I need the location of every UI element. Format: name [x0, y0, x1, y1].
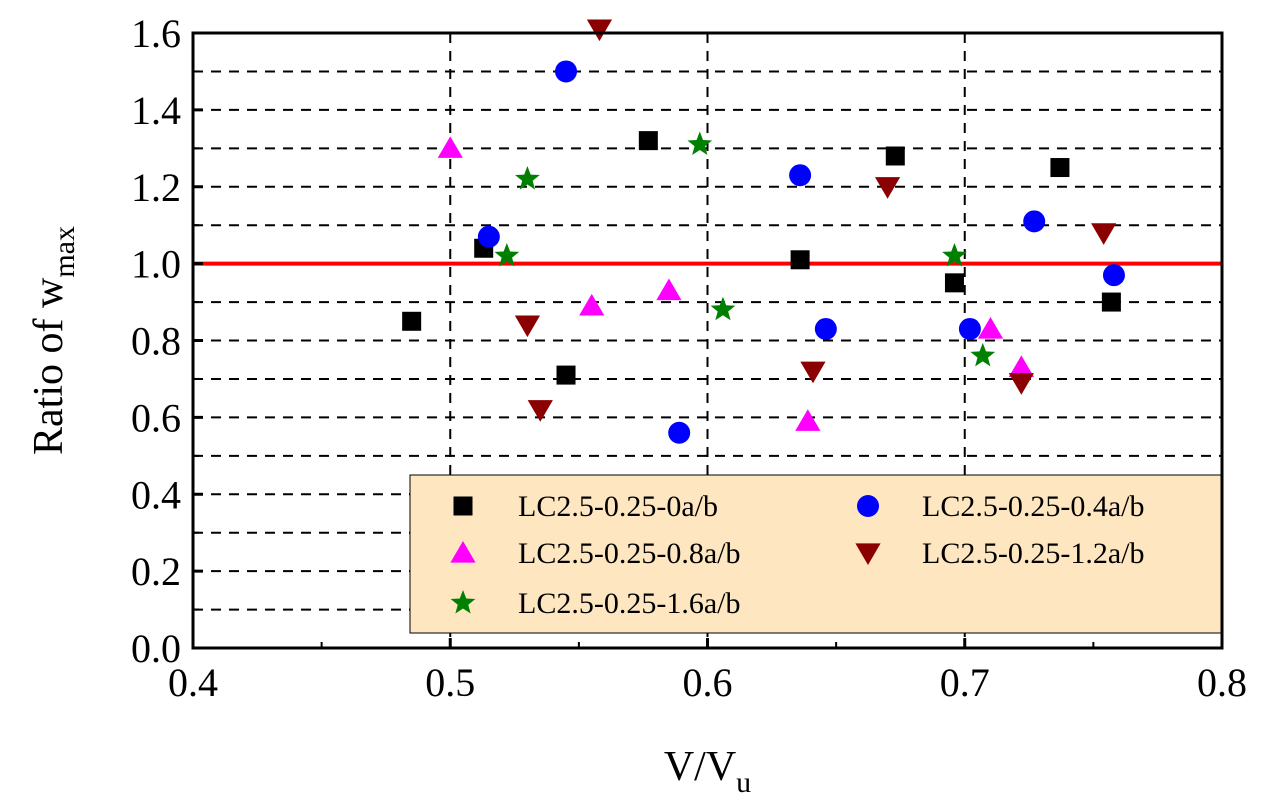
data-point: [970, 342, 996, 367]
data-point: [710, 296, 736, 321]
data-point: [977, 316, 1004, 339]
legend-marker: [453, 496, 473, 516]
data-point: [1008, 373, 1034, 395]
legend-marker: [857, 495, 879, 517]
data-point: [789, 164, 812, 187]
data-point: [944, 273, 964, 293]
y-tick-label: 1.0: [131, 242, 181, 287]
x-tick-label: 0.4: [168, 660, 218, 705]
data-point: [555, 60, 578, 83]
x-tick-label: 0.6: [683, 660, 733, 705]
y-tick-label: 0.4: [131, 472, 181, 517]
x-axis-title-sub: u: [736, 766, 751, 799]
series-4: [514, 19, 1117, 422]
y-tick-label: 0.6: [131, 395, 181, 440]
legend-marker: [855, 543, 881, 565]
data-point: [790, 250, 810, 270]
data-point: [1102, 264, 1125, 287]
data-point: [668, 421, 691, 444]
data-point: [586, 19, 613, 42]
data-point: [814, 317, 837, 340]
series-5: [494, 131, 996, 367]
data-point: [800, 361, 826, 384]
legend: LC2.5-0.25-0a/b LC2.5-0.25-0.4a/b LC2.5-0.…: [409, 474, 1223, 634]
x-axis-title: V/Vu: [664, 744, 751, 799]
y-axis-title-main: Ratio of w: [26, 277, 72, 455]
legend-label: LC2.5-0.25-1.6a/b: [518, 587, 740, 620]
data-point: [556, 365, 576, 385]
legend-box: [409, 474, 1223, 634]
data-point: [477, 225, 500, 248]
y-tick-label: 1.2: [131, 165, 181, 210]
series-3: [437, 136, 1034, 431]
data-point: [958, 317, 981, 340]
legend-items: LC2.5-0.25-0a/b LC2.5-0.25-0.4a/b LC2.5-0.…: [450, 490, 1144, 620]
y-axis-title: Ratio of wmax: [26, 226, 81, 455]
data-point: [942, 242, 967, 267]
data-point: [687, 131, 713, 155]
data-point: [437, 136, 463, 158]
data-point: [514, 315, 541, 338]
x-tick-label: 0.8: [1197, 660, 1247, 705]
x-tick-label: 0.7: [940, 660, 990, 705]
y-tick-label: 1.4: [131, 88, 181, 133]
data-point: [515, 166, 540, 190]
data-point: [638, 131, 658, 151]
data-point: [874, 177, 901, 199]
y-tick-label: 0.0: [131, 626, 181, 671]
data-point: [656, 278, 682, 301]
y-tick-label: 1.6: [131, 11, 181, 56]
series-2: [477, 60, 1125, 444]
data-point: [885, 146, 905, 166]
axis-ticks: 0.4 0.5 0.6 0.7 0.8 0.0 0.2 0.4 0.6 0.8 1.0 1.2 1.4 1…: [131, 11, 1247, 705]
data-point: [1101, 292, 1121, 312]
data-point: [494, 242, 520, 267]
data-point: [1091, 223, 1117, 245]
legend-label: LC2.5-0.25-1.2a/b: [922, 537, 1144, 570]
y-axis-title-sub: max: [48, 226, 81, 278]
x-tick-label: 0.5: [425, 660, 475, 705]
data-point: [402, 311, 422, 331]
legend-label: LC2.5-0.25-0.4a/b: [922, 490, 1144, 523]
legend-marker: [450, 590, 476, 614]
legend-label: LC2.5-0.25-0a/b: [518, 490, 718, 523]
x-axis-title-main: V/V: [664, 744, 736, 790]
legend-marker: [450, 541, 476, 563]
data-point: [1050, 158, 1070, 178]
data-point: [579, 293, 605, 316]
data-point: [1008, 355, 1034, 378]
data-point: [527, 400, 553, 422]
data-point: [1023, 210, 1046, 233]
legend-label: LC2.5-0.25-0.8a/b: [518, 537, 740, 570]
data-point: [795, 409, 821, 431]
y-tick-label: 0.8: [131, 319, 181, 364]
data-series: [402, 19, 1125, 444]
y-tick-label: 0.2: [131, 549, 181, 594]
